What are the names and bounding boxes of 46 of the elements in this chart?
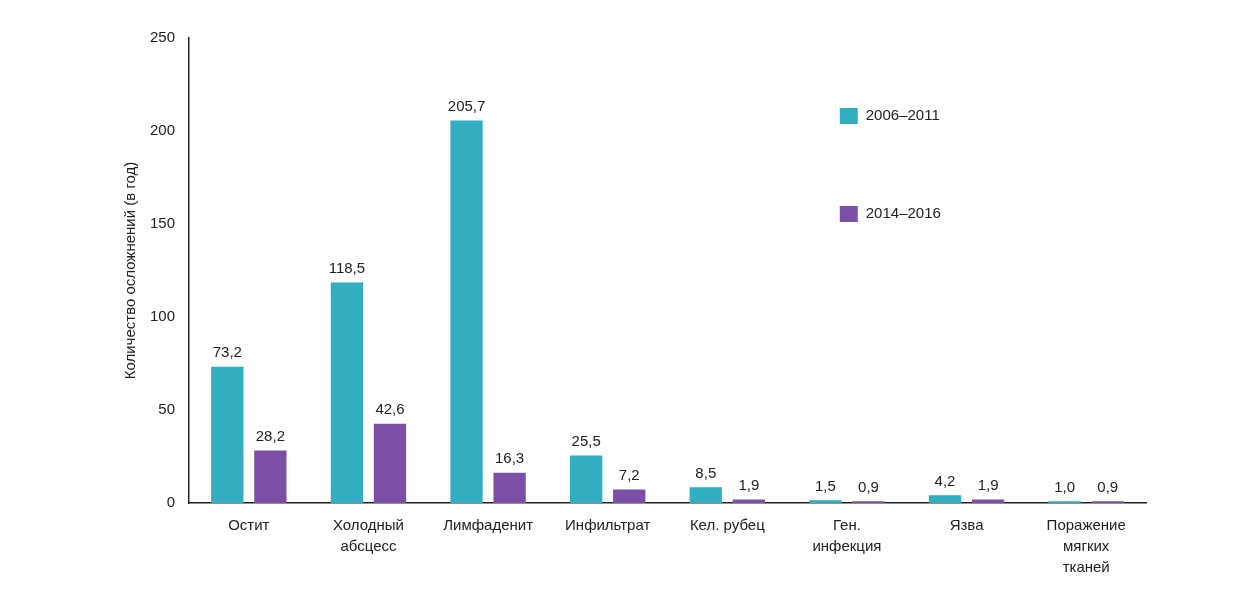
data-label: 1,5 [814, 476, 836, 494]
data-label: 16,3 [495, 449, 525, 467]
bar [450, 120, 483, 503]
bar [330, 282, 364, 503]
bar [493, 472, 526, 503]
x-tick-label: Лимфаденит [443, 515, 534, 533]
bar [971, 499, 1005, 503]
y-tick-label: 50 [158, 400, 176, 418]
bar [809, 500, 842, 503]
bar [570, 455, 603, 503]
bar [373, 423, 407, 503]
data-label: 0,9 [858, 477, 879, 495]
data-label: 1,9 [738, 476, 760, 494]
legend-label: 2014–2016 [865, 204, 941, 222]
bar [689, 487, 722, 503]
bar [254, 450, 287, 503]
data-label: 118,5 [328, 259, 366, 277]
data-label: 1,0 [1054, 477, 1076, 495]
x-tick-label: Кел. рубец [689, 515, 766, 533]
y-tick-label: 200 [150, 121, 176, 139]
y-axis-title: Количество осложнений (в год) [121, 161, 139, 380]
data-label: 8,5 [695, 463, 717, 481]
x-tick-label: Холодный абсцесс [332, 515, 404, 554]
y-tick-label: 250 [150, 28, 176, 46]
y-tick-label: 150 [150, 214, 176, 232]
data-label: 205,7 [447, 97, 486, 115]
x-tick-label: Остит [228, 515, 270, 533]
x-tick-label: Ген. инфекция [812, 515, 882, 554]
data-label: 73,2 [212, 343, 242, 361]
legend-label: 2006–2011 [865, 106, 940, 124]
bar [613, 489, 646, 503]
data-label: 0,9 [1097, 477, 1119, 495]
data-label: 25,5 [571, 432, 601, 450]
bar [928, 495, 962, 503]
x-tick-label: Язва [949, 515, 985, 533]
data-label: 7,2 [618, 466, 640, 484]
bar [732, 499, 766, 503]
data-label: 4,2 [934, 471, 956, 489]
x-tick-label: Инфильтрат [565, 515, 651, 533]
data-label: 42,6 [375, 400, 405, 418]
x-tick-label: Поражение мягких тканей [1046, 515, 1126, 575]
y-tick-label: 0 [166, 493, 176, 511]
y-tick-label: 100 [150, 307, 176, 325]
bar [211, 366, 244, 503]
data-label: 1,9 [977, 476, 999, 494]
data-label: 28,2 [255, 427, 285, 445]
